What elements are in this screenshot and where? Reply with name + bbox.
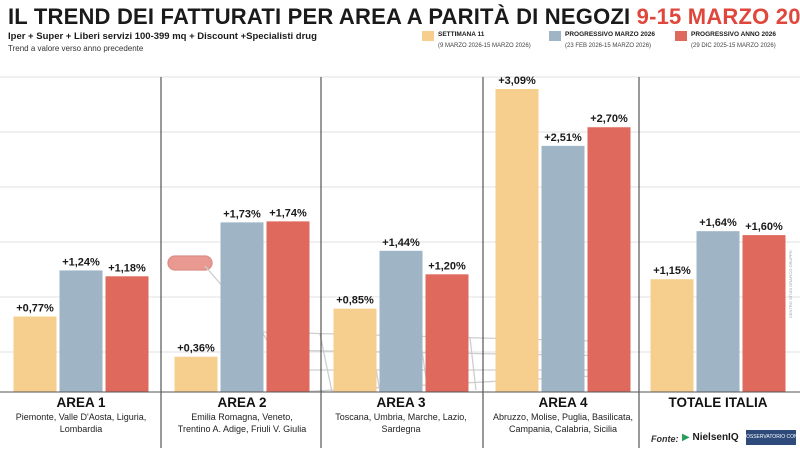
bar	[59, 270, 103, 392]
category-label: TOTALE ITALIA	[669, 395, 768, 410]
legend-swatch-settimana	[422, 31, 434, 41]
nielseniq-logo-text: NielsenIQ	[692, 432, 739, 443]
legend-swatch-progressivo-anno	[675, 31, 687, 41]
data-label: +1,24%	[62, 256, 100, 268]
data-label: +1,15%	[653, 265, 691, 277]
bar	[13, 316, 57, 392]
bar	[587, 127, 631, 392]
bar	[105, 276, 149, 392]
data-label: +1,18%	[108, 262, 146, 274]
bar	[174, 356, 218, 392]
bar	[495, 89, 539, 392]
category-label: AREA 2	[217, 395, 266, 410]
data-label: +2,51%	[544, 132, 582, 144]
category-labels: AREA 1 Piemonte, Valle D'Aosta, Liguria, L…	[16, 395, 768, 434]
bar	[220, 222, 264, 392]
bar	[650, 279, 694, 392]
category-description: Abruzzo, Molise, Puglia, Basilicata,	[493, 412, 633, 422]
category-description: Campania, Calabria, Sicilia	[509, 424, 617, 434]
data-label: +1,60%	[745, 221, 783, 233]
data-label: +0,77%	[16, 302, 54, 314]
legend-label-settimana: SETTIMANA 11	[438, 31, 485, 38]
title-main: IL TREND DEI FATTURATI PER AREA A PARITÀ…	[8, 4, 631, 29]
bar	[379, 250, 423, 392]
data-label: +1,73%	[223, 208, 261, 220]
legend-label-progressivo-anno: PROGRESSIVO ANNO 2026	[691, 31, 777, 38]
data-label: +1,64%	[699, 217, 737, 229]
graphic-credit: CENTRO STUDI GRAFICO GRUPPO	[788, 250, 793, 318]
chart-subtitle: Iper + Super + Liberi servizi 100-399 mq…	[8, 31, 317, 42]
data-label: +1,74%	[269, 207, 307, 219]
bar	[425, 274, 469, 392]
category-description: Toscana, Umbria, Marche, Lazio,	[335, 412, 467, 422]
data-label: +0,36%	[177, 343, 215, 355]
chart-note: Trend a valore verso anno precedente	[8, 44, 144, 53]
category-label: AREA 1	[56, 395, 106, 410]
bar	[742, 235, 786, 392]
category-description: Emilia Romagna, Veneto,	[191, 412, 293, 422]
legend-label-progressivo-marzo: PROGRESSIVO MARZO 2026	[565, 31, 655, 38]
area-dividers	[160, 77, 640, 448]
osservatorio-consumi-logo: OSSERVATORIO CONSUMI	[746, 430, 800, 445]
data-label: +3,09%	[498, 75, 536, 87]
bar	[696, 231, 740, 392]
source-label: Fonte:	[651, 434, 679, 444]
bar	[333, 308, 377, 392]
category-label: AREA 3	[376, 395, 426, 410]
category-description: Lombardia	[60, 424, 103, 434]
bars	[13, 89, 786, 392]
value-labels: +0,77% +0,36% +0,85% +3,09% +1,15% +1,24% +1,7…	[16, 75, 783, 355]
category-description: Trentino A. Adige, Friuli V. Giulia	[178, 424, 306, 434]
title-accent: 9-15 MARZO 2026	[636, 4, 800, 29]
data-label: +1,20%	[428, 260, 466, 272]
data-label: +1,44%	[382, 237, 420, 249]
data-label: +2,70%	[590, 113, 628, 125]
category-description: Sardegna	[381, 424, 420, 434]
legend-range-progressivo-marzo: (23 FEB 2026-15 MARZO 2026)	[565, 43, 652, 49]
data-label: +0,85%	[336, 295, 374, 307]
category-description: Piemonte, Valle D'Aosta, Liguria,	[16, 412, 147, 422]
legend-swatch-progressivo-marzo	[549, 31, 561, 41]
bar	[541, 145, 585, 392]
category-label: AREA 4	[538, 395, 588, 410]
bar	[266, 221, 310, 392]
nielseniq-logo: ▶ NielsenIQ	[682, 432, 739, 443]
legend-range-progressivo-anno: (29 DIC 2025-15 MARZO 2026)	[691, 43, 776, 49]
page-title: IL TREND DEI FATTURATI PER AREA A PARITÀ…	[8, 4, 800, 30]
legend-range-settimana: (9 MARZO 2026-15 MARZO 2026)	[438, 43, 531, 49]
